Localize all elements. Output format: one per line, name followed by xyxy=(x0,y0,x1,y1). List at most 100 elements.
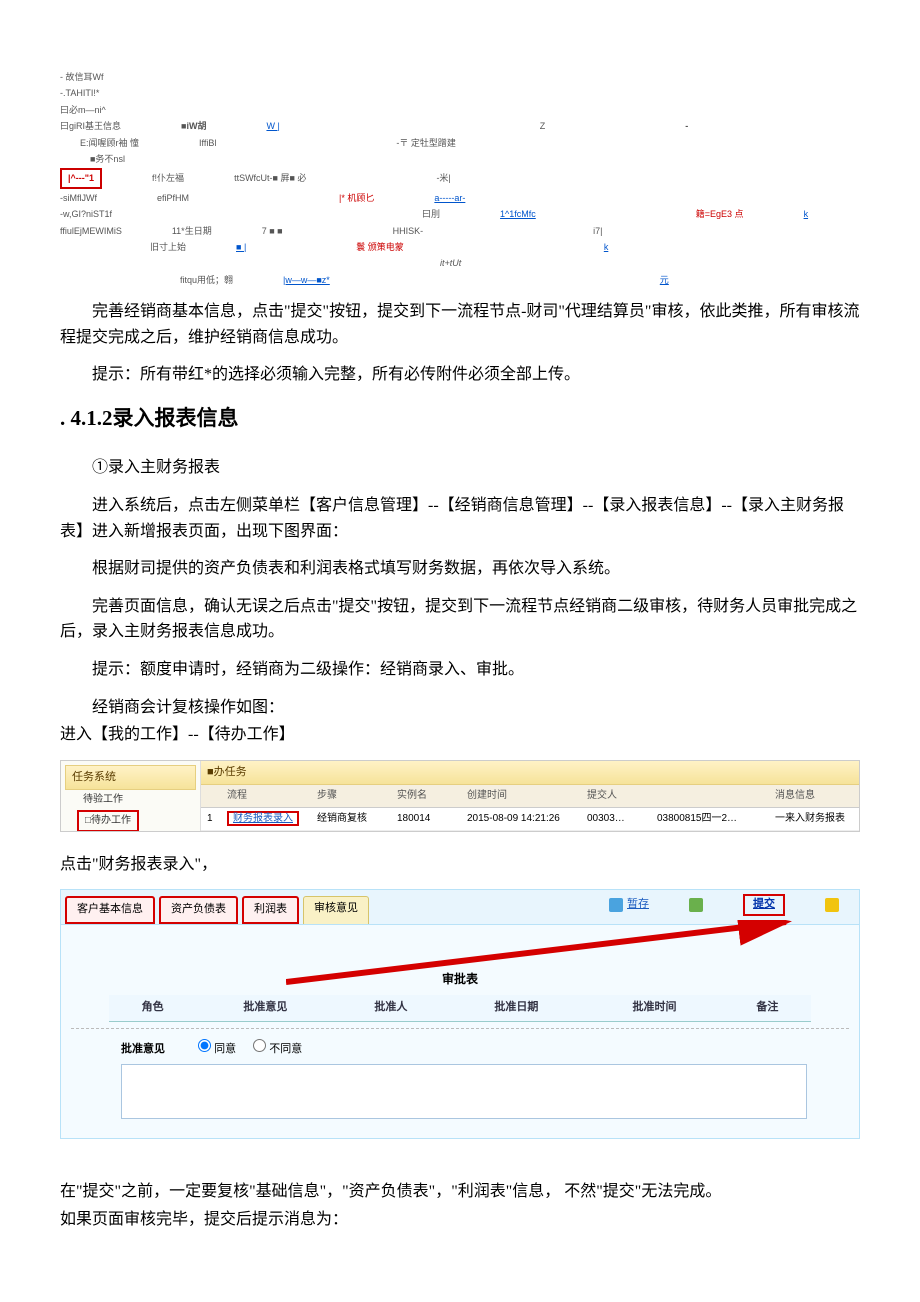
cell: 1 xyxy=(201,808,221,830)
export-button[interactable] xyxy=(689,898,703,912)
opinion-textarea[interactable] xyxy=(121,1064,807,1119)
highlight-box: |^---"1 xyxy=(60,168,102,188)
txt: W | xyxy=(266,119,279,133)
table-row[interactable]: 1 财务报表录入 经销商复核 180014 2015-08-09 14:21:2… xyxy=(201,808,859,831)
tab-income-statement[interactable]: 利润表 xyxy=(242,896,299,924)
screenshot-tasklist: 任务系统 待验工作 □待办工作 ■办任务 流程 步骤 实例名 创建时间 提交人 … xyxy=(60,760,860,832)
txt: i7| xyxy=(593,224,602,238)
txt: it+tUt xyxy=(440,256,461,270)
col-approver: 批准人 xyxy=(335,995,448,1021)
txt: |* 机顾匕 xyxy=(339,191,374,205)
export-icon xyxy=(689,898,703,912)
paragraph: 根据财司提供的资产负债表和利润表格式填写财务数据，再依次导入系统。 xyxy=(60,556,860,582)
approval-table: 角色 批准意见 批准人 批准日期 批准时间 备注 xyxy=(109,995,811,1022)
tree-panel-title: 任务系统 xyxy=(65,765,196,791)
txt: -米| xyxy=(436,171,450,185)
paragraph: 经销商会计复核操作如图： xyxy=(60,695,860,721)
paragraph: 提示：额度申请时，经销商为二级操作：经销商录入、审批。 xyxy=(60,657,860,683)
txt: 曰必m—ni^ xyxy=(60,103,106,117)
txt: 1^1fcMfc xyxy=(500,207,536,221)
grid-tab[interactable]: ■办任务 xyxy=(201,761,859,786)
txt: - 故信耳Wf xyxy=(60,70,104,84)
txt: 籍=EgE3 点 xyxy=(696,207,744,221)
paragraph: 完善经销商基本信息，点击"提交"按钮，提交到下一流程节点-财司"代理结算员"审核… xyxy=(60,299,860,350)
col-time: 创建时间 xyxy=(461,785,581,807)
divider xyxy=(71,1028,849,1029)
radio-agree-input[interactable] xyxy=(198,1039,211,1052)
txt: ■ | xyxy=(236,240,246,254)
col-msg: 消息信息 xyxy=(769,785,859,807)
paragraph: 提示：所有带红*的选择必须输入完整，所有必传附件必须全部上传。 xyxy=(60,362,860,388)
txt: ■务不nsl xyxy=(90,152,125,166)
txt: ttSWfcUt-■ 屛■ 必 xyxy=(234,171,306,185)
radio-disagree-input[interactable] xyxy=(253,1039,266,1052)
note-button[interactable] xyxy=(825,898,839,912)
txt: |w—w—■z* xyxy=(283,273,330,287)
txt: Z xyxy=(540,119,546,133)
txt: 鬟 颁策电蒙 xyxy=(356,240,404,254)
col xyxy=(201,785,221,807)
label: 暂存 xyxy=(627,896,649,914)
paragraph: 点击"财务报表录入"， xyxy=(60,852,860,878)
txt: 曰刖 xyxy=(422,207,440,221)
cell: 180014 xyxy=(391,808,461,830)
col-opinion: 批准意见 xyxy=(196,995,334,1021)
txt: 曰giRI基王信息 xyxy=(60,119,121,133)
paragraph: 如果页面审核完毕，提交后提示消息为： xyxy=(60,1207,860,1233)
txt: 旧寸上始 xyxy=(150,240,186,254)
txt: -.TAHITI!* xyxy=(60,86,99,100)
txt: ■iW胡 xyxy=(181,119,206,133)
col-submitter: 提交人 xyxy=(581,785,651,807)
save-icon xyxy=(609,898,623,912)
txt: 11*生日期 xyxy=(172,224,212,238)
paragraph: 在"提交"之前，一定要复核"基础信息"，"资产负债表"，"利润表"信息， 不然"… xyxy=(60,1179,860,1205)
radio-disagree[interactable]: 不同意 xyxy=(253,1043,302,1055)
cell-link[interactable]: 财务报表录入 xyxy=(221,808,311,830)
txt: - xyxy=(685,119,688,133)
tab-review-opinion[interactable]: 审核意见 xyxy=(303,896,369,924)
paragraph: 进入【我的工作】--【待办工作】 xyxy=(60,722,860,748)
txt: E:闻喔顾r袖 憧 xyxy=(80,136,139,150)
col-remark: 备注 xyxy=(724,995,812,1021)
paragraph: 完善页面信息，确认无误之后点击"提交"按钮，提交到下一流程节点经销商二级审核，待… xyxy=(60,594,860,645)
note-icon xyxy=(825,898,839,912)
grid-panel: ■办任务 流程 步骤 实例名 创建时间 提交人 消息信息 1 财务报表录入 经销… xyxy=(201,761,859,831)
tab-basic-info[interactable]: 客户基本信息 xyxy=(65,896,155,924)
col-step: 步骤 xyxy=(311,785,391,807)
txt: -w,GI?niST1f xyxy=(60,207,112,221)
label: 不同意 xyxy=(269,1043,302,1055)
save-draft-button[interactable]: 暂存 xyxy=(609,896,649,914)
col-time: 批准时间 xyxy=(585,995,723,1021)
submit-label: 提交 xyxy=(743,894,785,916)
txt: k xyxy=(804,207,809,221)
submit-button[interactable]: 提交 xyxy=(743,894,785,916)
col-instance: 实例名 xyxy=(391,785,461,807)
txt: ffiulEjMEWIMiS xyxy=(60,224,122,238)
table-header-row: 角色 批准意见 批准人 批准日期 批准时间 备注 xyxy=(109,995,811,1021)
approval-table-title: 审批表 xyxy=(61,970,859,989)
col-flow: 流程 xyxy=(221,785,311,807)
action-bar: 暂存 提交 xyxy=(609,894,839,916)
tree-panel: 任务系统 待验工作 □待办工作 xyxy=(61,761,201,831)
tree-root[interactable]: 待验工作 xyxy=(65,790,196,810)
txt: -siMflJWf xyxy=(60,191,97,205)
txt: 元 xyxy=(660,273,669,287)
txt: 7 ■ ■ xyxy=(262,224,283,238)
cell: 00303… xyxy=(581,808,651,830)
grid-header: 流程 步骤 实例名 创建时间 提交人 消息信息 xyxy=(201,785,859,808)
form-screenshot-scramble: - 故信耳Wf -.TAHITI!* 曰必m—ni^ 曰giRI基王信息 ■iW… xyxy=(60,70,860,287)
tab-balance-sheet[interactable]: 资产负债表 xyxy=(159,896,238,924)
col xyxy=(651,785,769,807)
tab-bar: 客户基本信息 资产负债表 利润表 审核意见 暂存 提交 xyxy=(61,890,859,925)
txt: f!仆左福 xyxy=(152,171,184,185)
cell: 03800815四一2… xyxy=(651,808,769,830)
cell: 经销商复核 xyxy=(311,808,391,830)
tree-node-todo[interactable]: □待办工作 xyxy=(77,810,139,831)
txt: fitqu用低；翱 xyxy=(180,273,233,287)
radio-agree[interactable]: 同意 xyxy=(198,1043,236,1055)
finance-entry-link[interactable]: 财务报表录入 xyxy=(227,811,299,826)
txt: -〒 定牡型蹭建 xyxy=(396,136,456,150)
txt: HHISK- xyxy=(393,224,424,238)
label: 同意 xyxy=(214,1043,236,1055)
col-role: 角色 xyxy=(109,995,196,1021)
